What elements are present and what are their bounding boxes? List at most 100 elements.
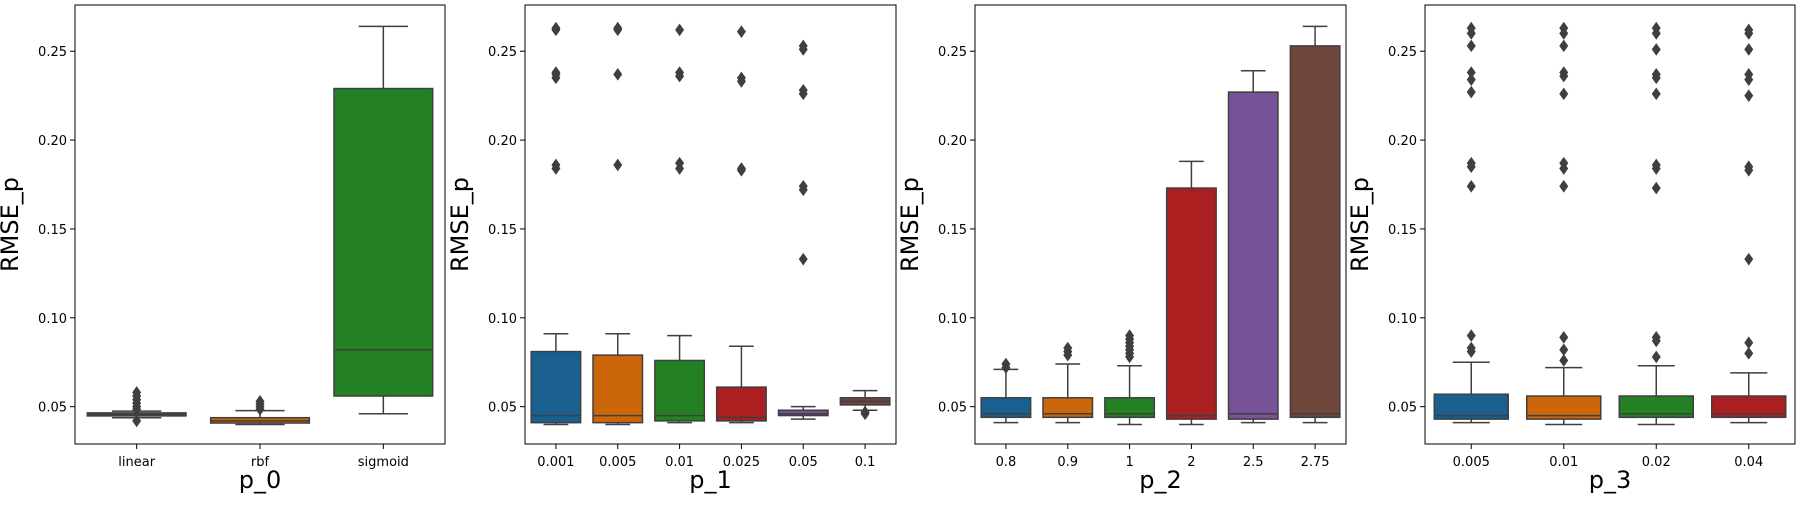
x-tick-label: 0.005	[599, 455, 636, 470]
y-tick-label: 0.10	[1388, 312, 1417, 327]
y-tick-label: 0.10	[488, 312, 517, 327]
outlier-point	[1651, 43, 1661, 56]
iqr-box	[715, 386, 767, 422]
outlier-point	[1744, 336, 1754, 349]
box-0.005	[1433, 21, 1509, 424]
outlier-point	[1744, 160, 1754, 174]
plot-frame	[74, 4, 446, 445]
x-tick-label: rbf	[251, 455, 270, 470]
iqr-box	[1165, 187, 1217, 420]
outlier-point	[1466, 85, 1476, 99]
outlier-point	[1744, 23, 1754, 37]
outlier-point	[1744, 43, 1754, 56]
iqr-box	[777, 409, 829, 417]
box-sigmoid	[333, 25, 434, 415]
outlier-point	[1651, 87, 1661, 101]
outlier-point	[551, 66, 561, 79]
outlier-point	[132, 414, 142, 428]
box-0.02	[1618, 21, 1694, 426]
iqr-box	[1042, 397, 1094, 419]
y-tick-label: 0.15	[1388, 223, 1417, 238]
x-tick-label: 0.02	[1642, 455, 1671, 470]
y-tick-label: 0.05	[38, 401, 67, 416]
x-tick-label: 0.8	[996, 455, 1017, 470]
plot-frame	[974, 4, 1347, 445]
outlier-point	[551, 158, 561, 172]
x-axis-label: p_0	[239, 466, 282, 494]
x-tick-label: 0.01	[665, 455, 694, 470]
outlier-point	[1466, 39, 1476, 53]
outlier-point	[1559, 21, 1569, 35]
outlier-point	[1466, 73, 1476, 86]
outlier-point	[1466, 156, 1476, 170]
outlier-point	[613, 158, 623, 172]
y-tick-label: 0.20	[38, 134, 67, 149]
outlier-point	[675, 23, 685, 37]
outlier-point	[1651, 331, 1661, 344]
outlier-point	[798, 252, 808, 266]
x-tick-label: 0.9	[1057, 455, 1078, 470]
iqr-box	[1618, 395, 1694, 419]
y-tick-label: 0.20	[938, 134, 967, 149]
y-tick-label: 0.20	[488, 134, 517, 149]
x-tick-label: 2	[1187, 455, 1195, 470]
y-axis-label: RMSE_p	[0, 177, 24, 272]
iqr-box	[530, 350, 582, 424]
x-tick-label: 0.025	[723, 455, 760, 470]
box-0.01	[1526, 21, 1602, 426]
outlier-point	[613, 21, 623, 35]
iqr-box	[1227, 91, 1279, 420]
iqr-box	[1104, 397, 1156, 419]
box-0.04	[1711, 23, 1787, 424]
outlier-point	[1466, 341, 1476, 355]
iqr-box	[333, 87, 434, 397]
x-axis-label: p_2	[1139, 466, 1182, 494]
y-tick-label: 0.05	[488, 401, 517, 416]
outlier-point	[1559, 179, 1569, 193]
y-tick-label: 0.05	[1388, 401, 1417, 416]
iqr-box	[980, 397, 1032, 419]
y-tick-label: 0.05	[938, 401, 967, 416]
y-tick-label: 0.15	[938, 223, 967, 238]
outlier-point	[736, 71, 746, 85]
x-tick-label: 1	[1125, 455, 1133, 470]
outlier-point	[798, 39, 808, 53]
x-tick-label: linear	[118, 455, 155, 470]
subplot-p_1: 0.05 0.10 0.15 0.20 0.25 0.001 0.005 0.01 0.025 0…	[446, 4, 897, 494]
x-tick-label: 0.05	[789, 455, 818, 470]
outlier-point	[1651, 181, 1661, 195]
y-tick-label: 0.10	[38, 312, 67, 327]
subplot-p_3: 0.05 0.10 0.15 0.20 0.25 0.005 0.01 0.02 0.04 p_3…	[1346, 4, 1796, 494]
iqr-box	[592, 354, 644, 424]
box-0.1	[839, 389, 891, 421]
outlier-point	[1559, 156, 1569, 170]
outlier-point	[1559, 87, 1569, 101]
box-0.005	[592, 21, 644, 426]
iqr-box	[1526, 395, 1602, 420]
iqr-box	[1289, 45, 1341, 419]
subplot-p_0: 0.05 0.10 0.15 0.20 0.25 linear rbf sigmoid p_0 R…	[0, 4, 446, 494]
y-tick-label: 0.25	[938, 45, 967, 60]
outlier-point	[1001, 357, 1011, 371]
x-axis-label: p_1	[689, 466, 732, 494]
box-rbf	[209, 395, 311, 426]
x-tick-label: 0.005	[1453, 455, 1490, 470]
y-tick-label: 0.25	[1388, 45, 1417, 60]
outlier-point	[736, 162, 746, 175]
box-2.75	[1289, 25, 1341, 424]
outlier-point	[1466, 21, 1476, 35]
outlier-point	[1559, 331, 1569, 344]
y-axis-label: RMSE_p	[896, 177, 924, 272]
outlier-point	[1744, 89, 1754, 102]
outlier-point	[613, 68, 623, 81]
box-0.01	[654, 23, 706, 424]
outlier-point	[1063, 341, 1073, 355]
x-tick-label: 2.5	[1243, 455, 1264, 470]
outlier-point	[1651, 21, 1661, 35]
outlier-point	[675, 156, 685, 170]
box-0.05	[777, 39, 829, 420]
outlier-point	[860, 405, 870, 419]
box-2	[1165, 160, 1217, 426]
x-tick-label: sigmoid	[358, 455, 409, 470]
box-1	[1104, 329, 1156, 426]
